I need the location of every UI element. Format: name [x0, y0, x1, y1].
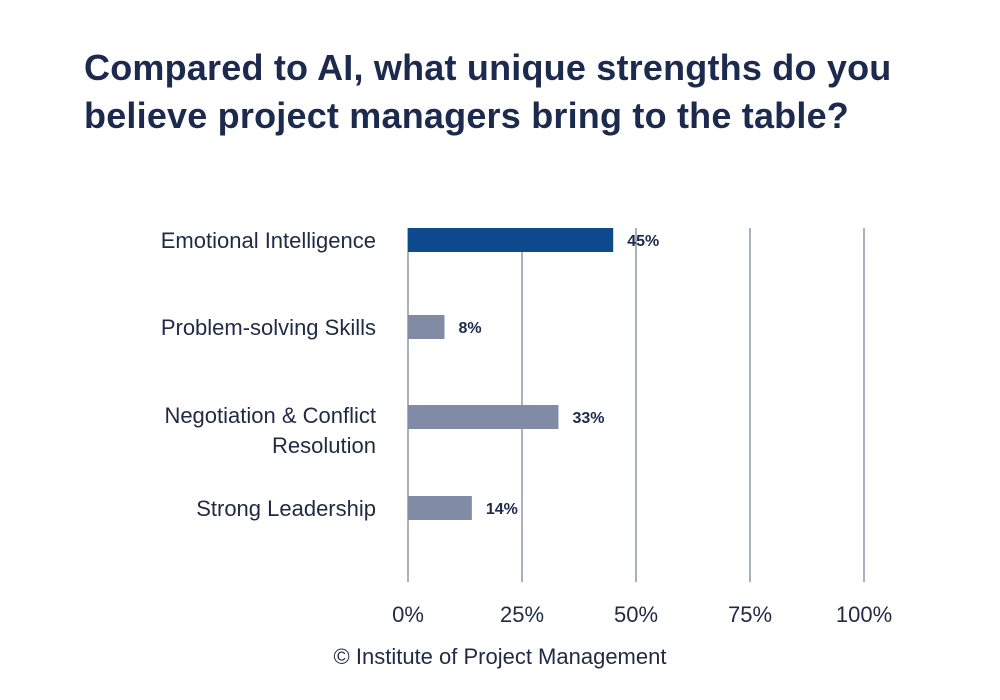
source-credit: © Institute of Project Management	[333, 644, 667, 669]
bar-3	[408, 496, 472, 520]
category-label-3: Strong Leadership	[196, 496, 376, 521]
x-tick-label-50: 50%	[614, 602, 658, 627]
bar-1	[408, 315, 445, 339]
x-tick-label-0: 0%	[392, 602, 424, 627]
category-label-1: Problem-solving Skills	[161, 315, 376, 340]
x-tick-label-25: 25%	[500, 602, 544, 627]
x-tick-label-100: 100%	[836, 602, 892, 627]
value-label-3: 14%	[486, 501, 518, 518]
chart-title: Compared to AI, what unique strengths do…	[84, 47, 892, 136]
category-label-0: Emotional Intelligence	[161, 228, 376, 253]
value-label-1: 8%	[458, 320, 481, 337]
bar-2	[408, 405, 559, 429]
value-label-0: 45%	[627, 233, 659, 250]
value-label-2: 33%	[572, 410, 604, 427]
category-label-2-line-0: Negotiation & Conflict	[164, 403, 376, 428]
category-label-2-line-1: Resolution	[272, 433, 376, 458]
bar-0	[408, 228, 614, 252]
x-tick-label-75: 75%	[728, 602, 772, 627]
